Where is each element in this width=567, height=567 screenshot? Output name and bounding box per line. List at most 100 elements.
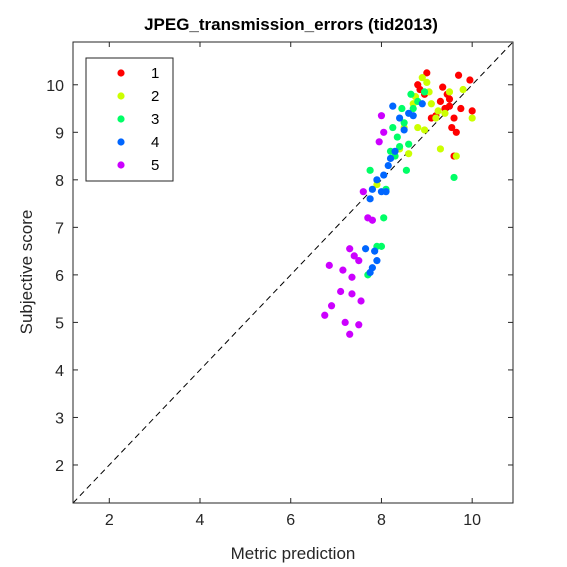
data-point-series-2 xyxy=(432,114,440,122)
data-point-series-3 xyxy=(389,123,397,132)
data-point-series-4 xyxy=(386,154,395,163)
legend-label-2: 2 xyxy=(151,88,159,105)
axis-ticks: 2 4 6 8 10 2 3 4 5 6 7 8 9 10 xyxy=(46,42,513,529)
data-point-series-3 xyxy=(402,166,411,174)
data-point-series-2 xyxy=(445,88,454,96)
data-point-series-1 xyxy=(448,123,456,132)
data-point-series-2 xyxy=(418,74,426,82)
legend-label-4: 4 xyxy=(151,134,159,151)
legend-label-3: 3 xyxy=(151,111,159,128)
data-point-series-5 xyxy=(380,128,388,136)
data-point-series-1 xyxy=(423,69,431,77)
plot-frame xyxy=(72,41,514,504)
chart-title: JPEG_transmission_errors (tid2013) xyxy=(144,15,438,34)
data-point-series-2 xyxy=(423,78,431,86)
data-point-series-4 xyxy=(361,245,370,253)
data-point-series-4 xyxy=(373,176,381,184)
data-point-series-3 xyxy=(395,142,404,151)
data-point-series-5 xyxy=(321,311,329,319)
data-point-series-4 xyxy=(366,195,374,203)
data-point-series-1 xyxy=(468,107,476,115)
data-point-series-1 xyxy=(439,83,447,91)
data-point-series-4 xyxy=(391,147,399,155)
data-point-series-1 xyxy=(450,114,458,122)
data-point-series-1 xyxy=(445,102,454,110)
y-tick-label: 8 xyxy=(55,173,64,190)
x-tick-label: 10 xyxy=(463,512,481,529)
data-point-series-1 xyxy=(436,97,445,106)
data-point-series-5 xyxy=(375,138,383,146)
y-tick-label: 7 xyxy=(55,220,64,237)
data-point-series-3 xyxy=(366,166,374,174)
data-point-series-4 xyxy=(409,112,417,120)
data-point-series-1 xyxy=(466,76,474,84)
data-point-series-5 xyxy=(346,245,354,253)
data-point-series-3 xyxy=(409,104,417,113)
data-point-series-2 xyxy=(414,123,422,132)
data-point-series-3 xyxy=(377,242,386,250)
x-tick-label: 2 xyxy=(105,512,114,529)
data-point-series-2 xyxy=(459,85,467,94)
data-point-series-3 xyxy=(400,119,408,127)
data-point-series-5 xyxy=(355,321,363,329)
data-point-series-4 xyxy=(395,114,404,122)
data-points xyxy=(321,69,476,338)
data-point-series-4 xyxy=(373,257,381,265)
data-point-series-5 xyxy=(348,290,356,298)
data-point-series-5 xyxy=(357,297,365,305)
data-point-series-3 xyxy=(393,133,401,141)
data-point-series-3 xyxy=(380,214,388,222)
data-point-series-2 xyxy=(420,126,429,134)
y-tick-label: 5 xyxy=(55,315,64,332)
data-point-series-5 xyxy=(325,261,333,269)
x-tick-label: 8 xyxy=(377,512,386,529)
data-point-series-3 xyxy=(405,140,413,148)
data-point-series-5 xyxy=(377,112,386,120)
x-tick-label: 4 xyxy=(196,512,205,529)
data-point-series-3 xyxy=(450,173,458,182)
data-point-series-4 xyxy=(371,247,379,255)
data-point-series-1 xyxy=(445,95,454,103)
y-tick-label: 3 xyxy=(55,410,64,427)
y-tick-label: 10 xyxy=(46,78,64,95)
data-point-series-5 xyxy=(359,188,367,196)
data-point-series-4 xyxy=(400,126,408,134)
y-tick-label: 6 xyxy=(55,268,64,285)
y-tick-label: 2 xyxy=(55,458,64,475)
data-point-series-5 xyxy=(327,302,336,310)
data-point-series-5 xyxy=(346,330,354,338)
legend-marker-3 xyxy=(117,115,125,123)
data-point-series-2 xyxy=(452,152,460,160)
data-point-series-2 xyxy=(405,150,413,158)
data-point-series-5 xyxy=(341,318,349,327)
y-axis-label: Subjective score xyxy=(17,210,36,335)
data-point-series-1 xyxy=(452,128,460,136)
data-point-series-5 xyxy=(355,257,363,265)
data-point-series-4 xyxy=(366,268,374,277)
x-tick-label: 6 xyxy=(286,512,295,529)
data-point-series-3 xyxy=(407,90,415,98)
data-point-series-4 xyxy=(382,188,390,196)
data-point-series-3 xyxy=(398,104,406,113)
data-point-series-2 xyxy=(434,107,442,115)
y-tick-label: 9 xyxy=(55,125,64,142)
legend-box xyxy=(85,57,174,182)
data-point-series-4 xyxy=(418,100,426,108)
data-point-series-5 xyxy=(368,216,376,224)
data-point-series-1 xyxy=(457,104,465,113)
data-point-series-5 xyxy=(337,287,345,296)
x-axis-label: Metric prediction xyxy=(231,544,356,563)
legend-label-1: 1 xyxy=(151,65,159,82)
legend-marker-2 xyxy=(117,92,125,100)
data-point-series-3 xyxy=(420,88,429,96)
legend-marker-5 xyxy=(117,161,125,169)
data-point-series-4 xyxy=(368,185,376,193)
reference-line xyxy=(72,41,514,504)
data-point-series-4 xyxy=(389,102,397,110)
legend-marker-4 xyxy=(117,138,125,146)
legend-marker-1 xyxy=(117,69,125,77)
data-point-series-5 xyxy=(348,273,356,281)
data-point-series-2 xyxy=(436,145,445,153)
data-point-series-2 xyxy=(468,114,476,122)
